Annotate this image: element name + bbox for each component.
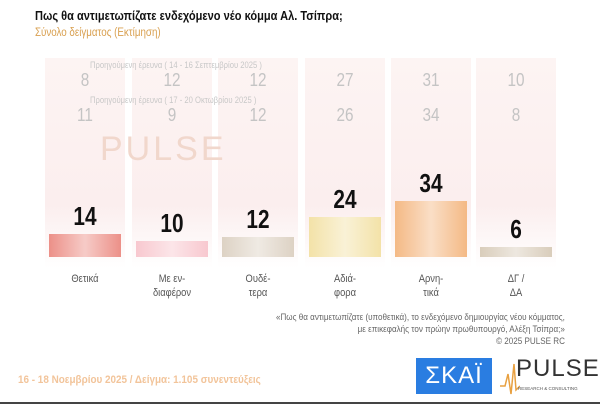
background-column xyxy=(132,58,212,268)
previous-survey-label: Προηγούμενη έρευνα ( 17 - 20 Οκτωβρίου 2… xyxy=(90,95,257,105)
note-line-2: με επικεφαλής τον πρώην πρωθυπουργό, Αλέ… xyxy=(357,324,565,335)
category-label-line: Αδιά- xyxy=(333,273,357,285)
category-label-line: διαφέρον xyxy=(152,287,192,299)
chart-title: Πως θα αντιμετωπίζατε ενδεχόμενο νέο κόμ… xyxy=(35,8,343,23)
pulse-logo: PULSE RESEARCH & CONSULTING xyxy=(500,355,599,396)
pulse-logo-text: PULSE xyxy=(516,355,600,382)
previous-value: 12 xyxy=(249,105,267,125)
previous-value: 8 xyxy=(511,105,521,125)
previous-value: 26 xyxy=(336,105,354,125)
previous-value: 27 xyxy=(336,70,354,90)
previous-value: 12 xyxy=(249,70,267,90)
bar xyxy=(309,217,381,257)
category-label: Με εν-διαφέρον xyxy=(138,272,206,300)
previous-value: 11 xyxy=(77,105,93,125)
category-label-line: ΔΓ / xyxy=(507,273,525,285)
data-label: 24 xyxy=(333,184,357,215)
previous-value: 12 xyxy=(163,70,181,90)
bar xyxy=(395,200,467,257)
bar xyxy=(49,233,121,257)
category-label-line: ΔΑ xyxy=(509,287,523,299)
category-label: Αδιά-φορα xyxy=(311,272,379,300)
previous-value: 34 xyxy=(422,105,440,125)
previous-value: 9 xyxy=(167,105,177,125)
previous-value: 31 xyxy=(422,70,440,90)
background-column xyxy=(476,58,556,268)
previous-value: 10 xyxy=(507,70,525,90)
bar xyxy=(222,237,294,257)
note-line-1: «Πως θα αντιμετωπίζατε (υποθετικά), το ε… xyxy=(276,312,565,323)
previous-value: 8 xyxy=(80,70,90,90)
bar xyxy=(480,247,552,257)
question-note: «Πως θα αντιμετωπίζατε (υποθετικά), το ε… xyxy=(276,312,565,348)
category-label: Ουδέ-τερα xyxy=(224,272,292,300)
background-column xyxy=(218,58,298,268)
pulse-logo-subtitle: RESEARCH & CONSULTING xyxy=(518,386,578,391)
category-label: Θετικά xyxy=(51,272,119,286)
data-label: 34 xyxy=(419,167,443,198)
category-label-line: τικά xyxy=(423,287,439,299)
chart-subtitle: Σύνολο δείγματος (Εκτίμηση) xyxy=(35,27,161,39)
category-label: Αρνη-τικά xyxy=(397,272,465,300)
copyright: © 2025 PULSE RC xyxy=(496,336,565,347)
category-label: ΔΓ / ΔΑ xyxy=(482,272,550,300)
pulse-wave-icon xyxy=(500,363,520,395)
pulse-watermark: PULSE xyxy=(100,130,227,168)
category-label-line: Ουδέ- xyxy=(245,273,271,285)
skai-logo: ΣΚΑΪ xyxy=(416,358,492,394)
category-label-line: τερα xyxy=(248,287,268,299)
category-label-line: Με εν- xyxy=(158,273,186,285)
category-label-line: Αρνη- xyxy=(418,273,444,285)
footer-sample-info: 16 - 18 Νοεμβρίου 2025 / Δείγμα: 1.105 σ… xyxy=(18,374,261,386)
category-label-line: Θετικά xyxy=(71,273,99,285)
data-label: 6 xyxy=(510,214,522,245)
bar xyxy=(136,240,208,257)
data-label: 14 xyxy=(73,200,97,231)
category-label-line: φορα xyxy=(334,287,356,299)
data-label: 12 xyxy=(246,204,270,235)
background-column xyxy=(45,58,125,268)
previous-survey-label: Προηγούμενη έρευνα ( 14 - 16 Σεπτεμβρίου… xyxy=(90,60,262,70)
data-label: 10 xyxy=(160,207,184,238)
